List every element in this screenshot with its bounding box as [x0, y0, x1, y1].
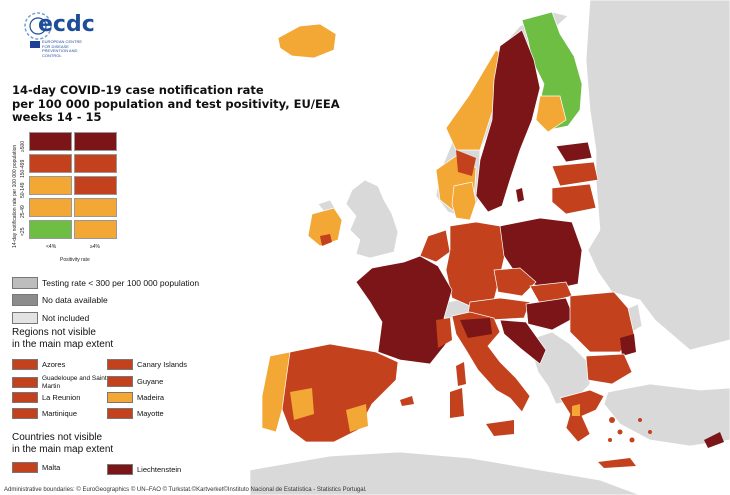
country-label: Liechtenstein [137, 464, 182, 474]
region-label: Guyane [137, 376, 164, 386]
regions-heading-line2: in the main map extent [12, 339, 114, 350]
matrix-x-axis-title: Positivity rate [60, 257, 90, 263]
legend-not-included: Not included [12, 311, 89, 325]
matrix-cell [29, 198, 72, 217]
region-item: Guadeloupe and Saint Martin [12, 375, 122, 390]
matrix-cell [29, 176, 72, 195]
matrix-cell [74, 198, 117, 217]
region-label: Azores [42, 359, 66, 369]
map-title-line3: weeks 14 - 15 [12, 110, 102, 124]
region-item: Martinique [12, 408, 77, 419]
countries-heading-line2: in the main map extent [12, 444, 114, 455]
matrix-row-label: 150-499 [20, 159, 26, 178]
map-title: 14-day COVID-19 case notification rate p… [12, 83, 342, 125]
region-label: La Reunion [42, 392, 81, 402]
legend-label: Testing rate < 300 per 100 000 populatio… [42, 278, 200, 288]
ecdc-logo-mark [24, 12, 52, 40]
region-label: Mayotte [137, 408, 164, 418]
region-swatch [12, 377, 38, 388]
country-item: Malta [12, 462, 60, 473]
country-swatch [107, 464, 133, 475]
region-swatch [12, 408, 38, 419]
legend-matrix [29, 132, 119, 242]
region-item: Canary Islands [107, 359, 187, 370]
region-swatch [12, 359, 38, 370]
regions-heading-line1: Regions not visible [12, 327, 96, 338]
matrix-row-label: 25-49 [20, 205, 26, 218]
matrix-col-label: ≥4% [90, 244, 100, 250]
legend-label: Not included [42, 313, 90, 323]
region-label: Madeira [137, 392, 165, 402]
region-swatch [107, 359, 133, 370]
matrix-row-label: <25 [20, 227, 26, 236]
region-item: Madeira [107, 392, 164, 403]
country-label: Malta [42, 462, 61, 472]
ecdc-logo-text: ecdc [38, 12, 95, 37]
region-label: Guadeloupe and Saint Martin [42, 375, 107, 390]
region-swatch [107, 392, 133, 403]
matrix-y-axis-title: 14-day notification rate per 100 000 pop… [12, 144, 18, 248]
region-label: Canary Islands [137, 359, 188, 369]
region-swatch [107, 376, 133, 387]
matrix-cell [29, 132, 72, 151]
regions-heading: Regions not visible in the main map exte… [12, 327, 113, 351]
matrix-row-label: 50-149 [20, 182, 26, 198]
region-swatch [12, 392, 38, 403]
matrix-cell [74, 154, 117, 173]
matrix-cell [29, 220, 72, 239]
matrix-cell [74, 132, 117, 151]
legend-swatch [12, 277, 38, 289]
matrix-cell [29, 154, 72, 173]
country-item: Liechtenstein [107, 464, 181, 475]
ecdc-logo [20, 8, 82, 60]
matrix-row-label: ≥500 [20, 140, 26, 152]
legend-label: No data available [42, 295, 108, 305]
region-item: Guyane [107, 376, 163, 387]
legend-swatch [12, 312, 38, 324]
region-item: La Reunion [12, 392, 80, 403]
legend-no-data: No data available [12, 293, 108, 307]
map-title-line1: 14-day COVID-19 case notification rate [12, 83, 264, 97]
matrix-cell [74, 176, 117, 195]
region-item: Mayotte [107, 408, 164, 419]
region-label: Martinique [42, 408, 78, 418]
legend-testing-rate: Testing rate < 300 per 100 000 populatio… [12, 276, 199, 290]
map-footer: Administrative boundaries: © EuroGeograp… [4, 487, 367, 493]
map-title-line2: per 100 000 population and test positivi… [12, 96, 340, 111]
matrix-cell [74, 220, 117, 239]
country-swatch [12, 462, 38, 473]
eu-flag-icon [30, 41, 40, 48]
countries-heading-line1: Countries not visible [12, 432, 103, 443]
region-swatch [107, 408, 133, 419]
matrix-col-label: <4% [46, 244, 57, 250]
legend-swatch [12, 294, 38, 306]
region-item: Azores [12, 359, 65, 370]
countries-heading: Countries not visible in the main map ex… [12, 432, 113, 456]
ecdc-logo-subtitle: EUROPEAN CENTRE FOR DISEASE PREVENTION A… [42, 39, 83, 58]
